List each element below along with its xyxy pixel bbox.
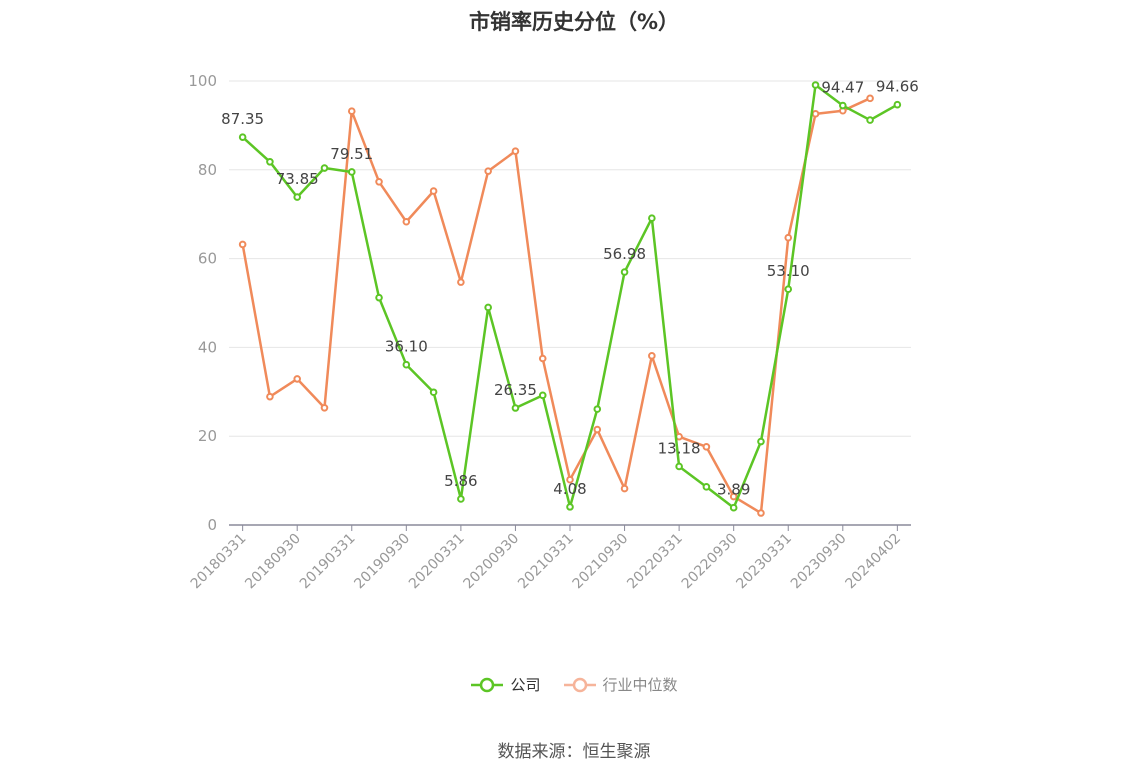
series-line-industry <box>241 97 871 515</box>
data-point-company <box>320 164 329 172</box>
data-point-industry <box>538 354 547 363</box>
y-tick-label: 100 <box>188 72 217 90</box>
data-label: 94.47 <box>821 79 864 97</box>
data-label: 5.86 <box>444 472 477 490</box>
y-tick-label: 80 <box>198 161 217 179</box>
data-label: 53.10 <box>767 262 810 280</box>
data-point-industry <box>620 484 629 493</box>
data-point-company <box>484 303 492 312</box>
data-label: 13.18 <box>658 439 701 457</box>
x-tick-label: 20180331 <box>188 531 250 593</box>
data-point-company <box>866 116 874 124</box>
data-point-company <box>566 503 574 511</box>
data-point-industry <box>729 492 738 501</box>
x-tick-label: 20220331 <box>624 531 686 593</box>
data-point-industry <box>293 375 302 383</box>
data-point-company <box>266 158 274 166</box>
data-label: 26.35 <box>494 381 537 399</box>
y-tick-label: 40 <box>198 338 217 356</box>
data-point-industry <box>402 217 411 226</box>
data-point-company <box>675 462 683 471</box>
data-point-industry <box>347 107 356 115</box>
x-tick-label: 20180930 <box>242 531 304 593</box>
data-label: 36.10 <box>385 338 428 356</box>
data-point-company <box>511 404 520 412</box>
data-point-company <box>811 81 820 89</box>
data-point-industry <box>593 425 602 434</box>
data-point-industry <box>811 110 820 118</box>
y-tick-label: 60 <box>198 250 217 268</box>
data-point-company <box>757 437 765 446</box>
data-label: 3.89 <box>717 481 750 499</box>
data-point-industry <box>566 475 574 484</box>
x-tick-label: 20230930 <box>788 531 850 593</box>
data-point-company <box>839 101 847 110</box>
data-point-company <box>238 133 247 141</box>
x-tick-label: 20240402 <box>842 531 904 593</box>
data-label: 4.08 <box>553 480 586 498</box>
data-point-industry <box>866 94 874 103</box>
data-point-company <box>538 391 547 400</box>
data-point-company <box>702 483 711 491</box>
data-point-industry <box>238 240 247 249</box>
axes: 0 20 40 60 80 100 2018033120180930201903312019… <box>188 72 911 592</box>
data-label: 87.35 <box>221 110 264 128</box>
x-tick-label: 20200331 <box>406 531 468 593</box>
data-point-industry <box>429 187 438 195</box>
data-point-company <box>347 168 356 176</box>
legend-item-industry[interactable]: 行业中位数 <box>563 674 678 695</box>
x-tick-label: 20220930 <box>679 531 741 593</box>
data-label: 73.85 <box>276 170 319 188</box>
x-tick-label: 20200930 <box>461 531 523 593</box>
data-point-company <box>648 214 656 222</box>
data-point-industry <box>484 167 492 175</box>
data-point-company <box>893 100 902 109</box>
chart-title: 市销率历史分位（%） <box>468 10 680 34</box>
x-tick-label: 20230331 <box>733 531 795 593</box>
data-point-industry <box>320 403 329 412</box>
data-point-industry <box>457 278 465 286</box>
data-point-company <box>293 193 302 201</box>
legend-label-industry: 行业中位数 <box>602 676 678 694</box>
data-point-industry <box>648 352 656 360</box>
data-label: 79.51 <box>330 145 373 163</box>
legend-marker-company <box>471 677 504 692</box>
legend: 公司 行业中位数 <box>0 674 1148 695</box>
data-point-company <box>620 268 629 276</box>
data-point-company <box>593 405 602 413</box>
y-tick-label: 0 <box>207 516 217 534</box>
data-point-company <box>375 293 383 302</box>
data-point-industry <box>375 177 383 186</box>
legend-item-company[interactable]: 公司 <box>470 674 541 695</box>
x-tick-label: 20210930 <box>570 531 632 593</box>
data-point-company <box>402 360 411 369</box>
data-point-company <box>729 503 738 512</box>
data-point-industry <box>784 233 793 242</box>
data-point-industry <box>757 509 765 517</box>
x-tick-label: 20190930 <box>351 531 413 593</box>
data-point-company <box>429 388 438 397</box>
data-point-company <box>784 285 793 294</box>
series-lines <box>238 81 902 517</box>
legend-label-company: 公司 <box>510 676 541 694</box>
data-point-industry <box>511 147 520 155</box>
data-labels: 87.35 73.85 79.51 36.10 5.86 26.35 4.08 56.98 13… <box>221 78 919 499</box>
y-tick-label: 20 <box>198 427 217 445</box>
data-point-industry <box>702 443 711 451</box>
legend-marker-industry <box>563 677 596 692</box>
data-label: 56.98 <box>603 245 646 263</box>
data-point-industry <box>266 392 274 401</box>
data-point-company <box>457 495 465 503</box>
line-chart: 0 20 40 60 80 100 2018033120180930201903312019… <box>188 72 919 592</box>
x-tick-label: 20190331 <box>297 531 359 593</box>
x-tick-label: 20210331 <box>515 531 577 593</box>
data-label: 94.66 <box>876 78 919 96</box>
data-source: 数据来源：恒生聚源 <box>497 742 651 762</box>
